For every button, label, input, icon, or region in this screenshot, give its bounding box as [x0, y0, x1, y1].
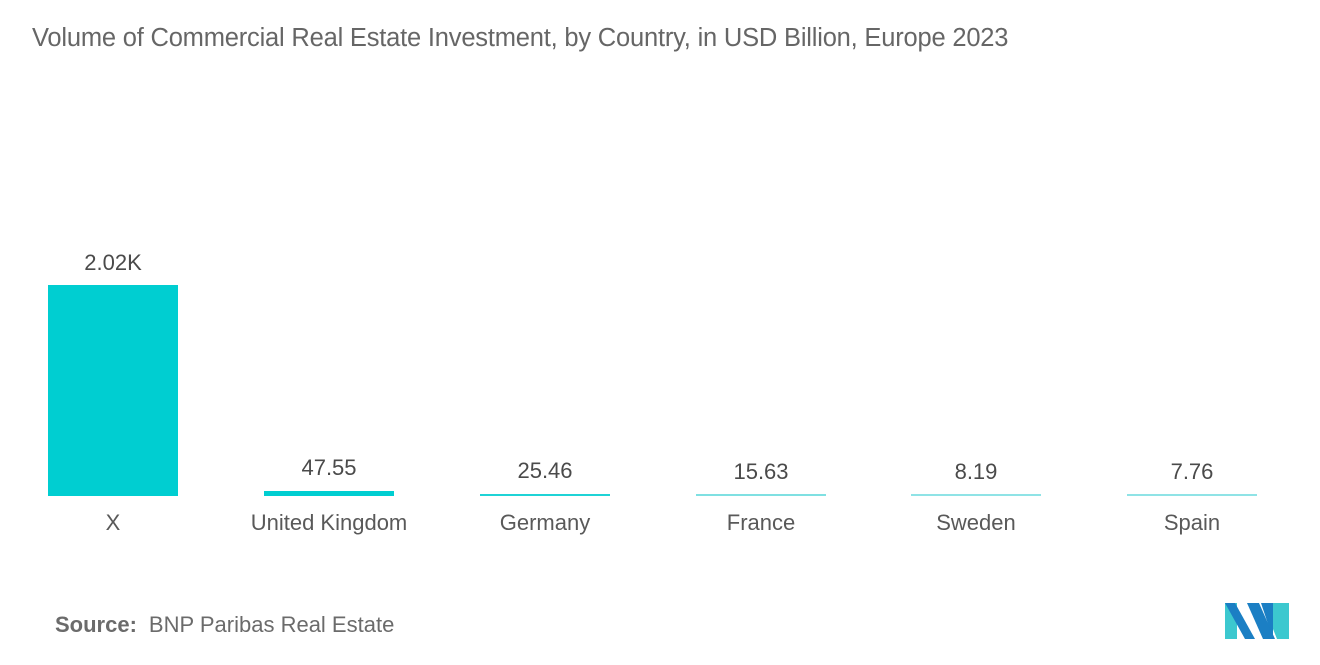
category-label: X: [105, 510, 121, 535]
category-label: Sweden: [936, 510, 1016, 535]
value-label: 8.19: [954, 459, 998, 484]
category-label: Germany: [499, 510, 591, 535]
bar-group-spain: 7.76 Spain: [1127, 0, 1257, 665]
bar[interactable]: [480, 494, 610, 496]
bar-group-sweden: 8.19 Sweden: [911, 0, 1041, 665]
mordor-intelligence-logo-icon: [1225, 603, 1289, 639]
category-label: Spain: [1163, 510, 1221, 535]
bar-group-united-kingdom: 47.55 United Kingdom: [251, 0, 408, 665]
value-label: 15.63: [733, 459, 789, 484]
bar-group-germany: 25.46 Germany: [480, 0, 610, 665]
bar[interactable]: [911, 494, 1041, 496]
source-note: Source: BNP Paribas Real Estate: [55, 612, 394, 638]
value-label: 47.55: [301, 455, 357, 480]
chart-title: Volume of Commercial Real Estate Investm…: [32, 24, 1009, 52]
value-label: 7.76: [1170, 459, 1214, 484]
bar-group-x: 2.02K X: [48, 0, 178, 665]
category-label: France: [726, 510, 796, 535]
source-text: BNP Paribas Real Estate: [148, 612, 395, 637]
value-label: 2.02K: [84, 250, 142, 275]
bar[interactable]: [264, 491, 394, 496]
bar[interactable]: [696, 494, 826, 496]
value-label: 25.46: [517, 458, 573, 483]
category-label: United Kingdom: [250, 510, 408, 535]
bar[interactable]: [48, 285, 178, 496]
bar[interactable]: [1127, 494, 1257, 496]
source-label: Source:: [55, 612, 137, 637]
bar-group-france: 15.63 France: [696, 0, 826, 665]
